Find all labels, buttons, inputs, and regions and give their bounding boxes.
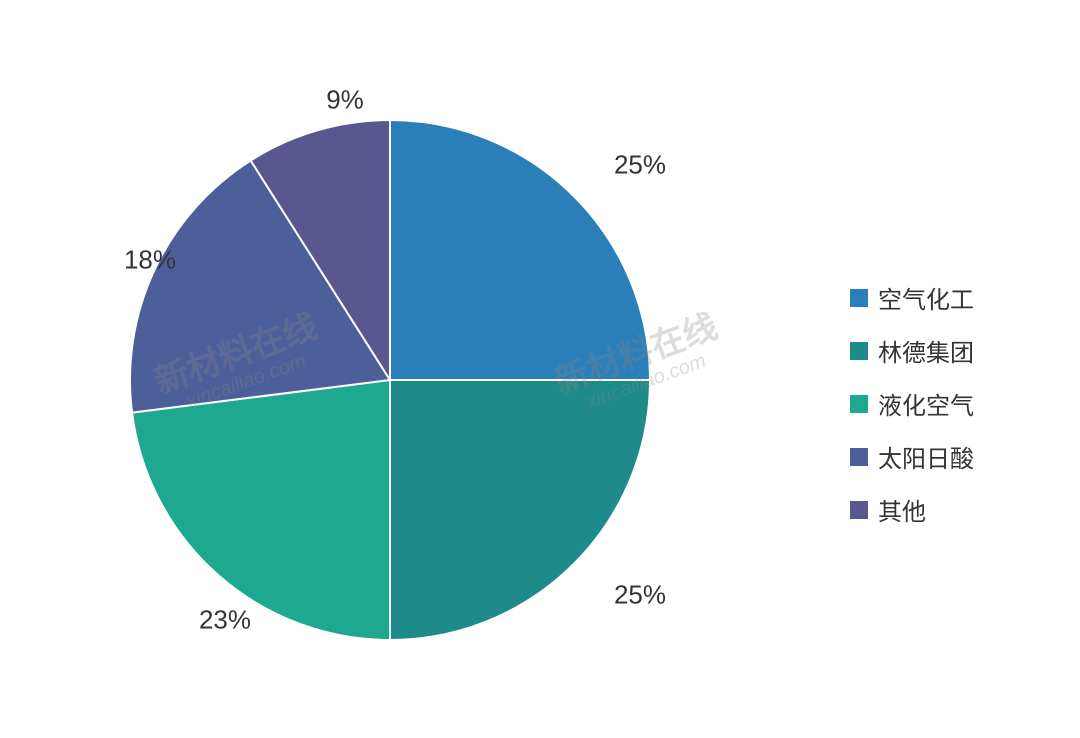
- legend-label: 液化空气: [878, 386, 974, 421]
- pie-slice: [390, 380, 650, 640]
- legend-item: 液化空气: [850, 386, 974, 421]
- pie-slice-pct-label: 25%: [614, 150, 666, 181]
- legend-item: 其他: [850, 492, 974, 527]
- pie-chart-container: 空气化工林德集团液化空气太阳日酸其他 25%25%23%18%9%新材料在线xi…: [0, 0, 1080, 738]
- legend: 空气化工林德集团液化空气太阳日酸其他: [850, 280, 974, 527]
- pie-slice-pct-label: 18%: [124, 245, 176, 276]
- pie-slice-pct-label: 23%: [199, 605, 251, 636]
- legend-swatch: [850, 395, 868, 413]
- legend-label: 太阳日酸: [878, 439, 974, 474]
- legend-item: 太阳日酸: [850, 439, 974, 474]
- pie-slice: [132, 380, 390, 640]
- pie-slice-pct-label: 25%: [614, 580, 666, 611]
- legend-label: 空气化工: [878, 280, 974, 315]
- legend-label: 林德集团: [878, 333, 974, 368]
- legend-label: 其他: [878, 492, 926, 527]
- legend-swatch: [850, 342, 868, 360]
- pie-slice-pct-label: 9%: [326, 85, 364, 116]
- legend-item: 林德集团: [850, 333, 974, 368]
- legend-swatch: [850, 289, 868, 307]
- pie-slice: [390, 120, 650, 380]
- legend-item: 空气化工: [850, 280, 974, 315]
- legend-swatch: [850, 448, 868, 466]
- legend-swatch: [850, 501, 868, 519]
